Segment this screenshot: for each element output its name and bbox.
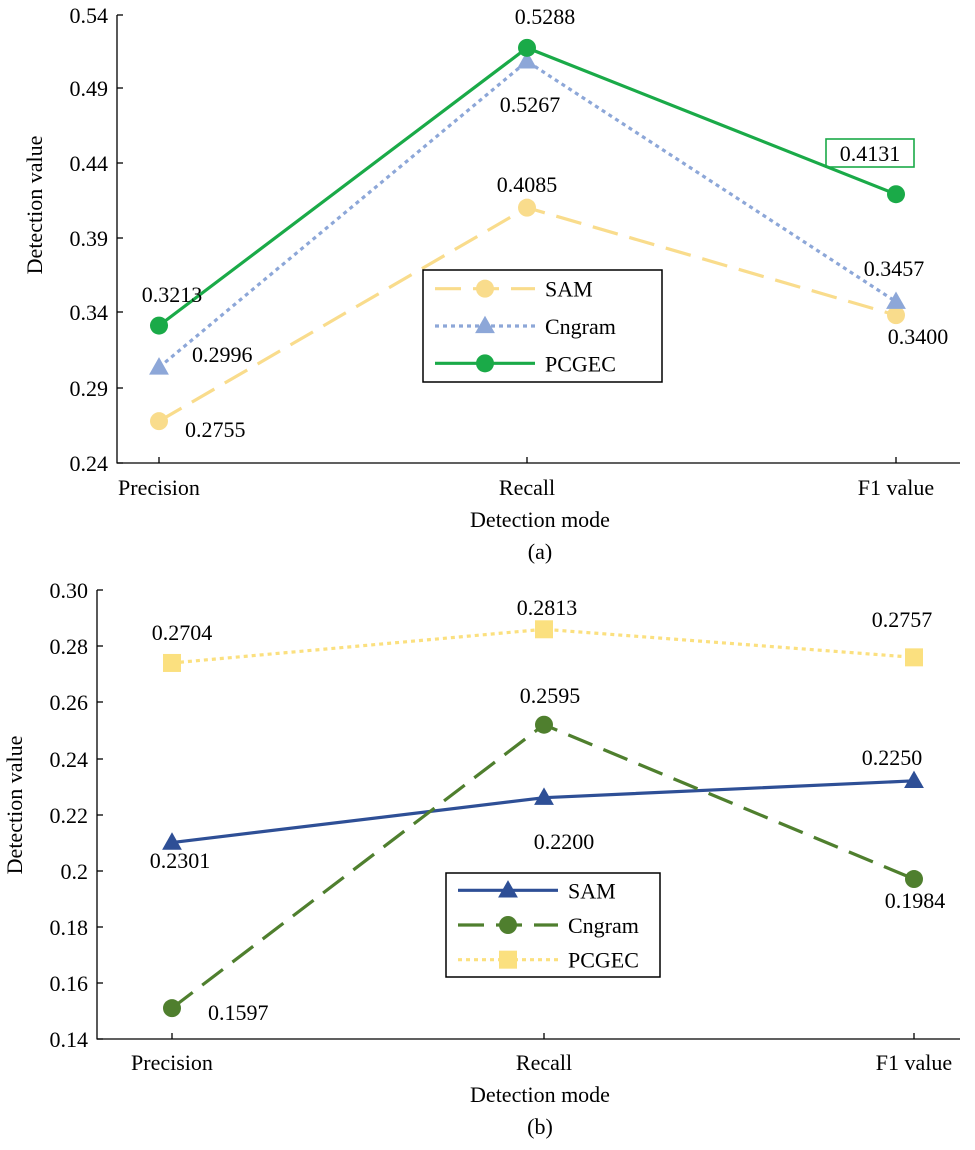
legend-marker-group [499,916,517,934]
data-label: 0.1984 [885,888,946,913]
y-tick-label: 0.22 [50,803,89,828]
legend-box [422,269,663,383]
data-point [905,870,923,889]
data-label: 0.2755 [185,417,246,442]
data-point [163,653,181,672]
data-label: 0.5288 [515,4,576,29]
data-label: 0.2704 [152,620,213,645]
data-label: 0.2301 [150,848,211,873]
data-label: 0.2996 [192,342,253,367]
y-tick-label: 0.30 [50,578,89,603]
legend-marker-group [476,354,494,373]
data-point [518,38,536,57]
data-label: 0.2250 [862,745,923,770]
legend-label: Cngram [545,314,616,339]
data-label: 0.2757 [872,607,933,632]
data-label: 0.2813 [517,595,578,620]
x-tick-label: Recall [499,475,555,500]
data-label: 0.5267 [500,92,561,117]
series-cngram [163,715,923,1018]
panel-label: (b) [527,1114,553,1139]
data-point [149,357,169,375]
x-tick-label: F1 value [876,1050,952,1075]
x-tick-label: F1 value [858,475,934,500]
series-cngram [149,51,906,375]
x-tick-label: Precision [131,1050,213,1075]
legend-marker-group [476,279,494,298]
legend-marker [498,880,518,898]
legend-marker [499,916,517,934]
y-axis-title: Detection value [2,736,27,875]
data-point [150,316,168,335]
legend-marker-group [498,880,518,898]
data-label: 0.4085 [497,172,558,197]
data-label: 0.2595 [520,683,581,708]
data-label: 0.3400 [888,324,949,349]
y-tick-label: 0.34 [70,300,109,325]
data-label: 0.1597 [208,1000,269,1025]
y-axis-title: Detection value [22,136,47,275]
data-point [904,770,924,789]
data-point [150,412,168,431]
y-tick-label: 0.16 [50,971,89,996]
y-tick-label: 0.49 [70,76,109,101]
y-tick-label: 0.54 [70,3,109,28]
legend-marker-group [499,950,517,969]
data-label: 0.4131 [840,141,901,166]
y-tick-label: 0.24 [50,747,89,772]
data-point [534,787,554,805]
data-label: 0.3457 [864,256,925,281]
legend-label: SAM [568,878,616,903]
legend-marker [475,315,495,334]
legend-label: Cngram [568,913,639,938]
panel-label: (a) [528,539,552,564]
data-point [887,306,905,325]
legend-label: PCGEC [545,351,616,376]
data-point [535,620,553,639]
y-tick-label: 0.26 [50,690,89,715]
y-tick-label: 0.18 [50,915,89,940]
legend-marker [476,354,494,373]
y-tick-label: 0.39 [70,226,109,251]
data-point [905,648,923,667]
data-point [163,999,181,1018]
data-point [162,832,182,850]
y-tick-label: 0.2 [61,859,89,884]
x-axis-title: Detection mode [470,1082,610,1107]
data-point [518,198,536,217]
y-tick-label: 0.44 [70,151,109,176]
y-tick-label: 0.28 [50,634,89,659]
data-point [887,185,905,204]
legend-label: SAM [545,277,593,302]
legend-marker-group [475,315,495,334]
x-axis-title: Detection mode [470,507,610,532]
x-tick-label: Precision [118,475,200,500]
y-tick-label: 0.14 [50,1027,89,1052]
series-pcgec [163,620,923,672]
x-tick-label: Recall [516,1050,572,1075]
legend-marker [476,279,494,298]
y-tick-label: 0.29 [70,376,109,401]
series-pcgec [150,38,905,335]
data-label-box [825,138,915,168]
series-sam [162,770,924,850]
data-label: 0.2200 [534,829,595,854]
y-tick-label: 0.24 [70,451,109,476]
legend-label: PCGEC [568,948,639,973]
series-sam [150,198,905,431]
data-point [886,291,906,309]
data-point [535,715,553,734]
legend-marker [499,950,517,969]
data-label: 0.3213 [142,282,203,307]
data-point [517,51,537,69]
